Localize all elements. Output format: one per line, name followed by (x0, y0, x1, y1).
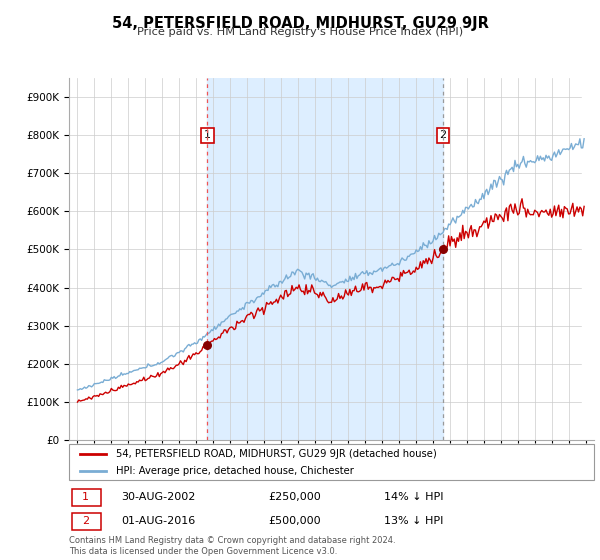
Text: 1: 1 (204, 130, 211, 141)
Text: 54, PETERSFIELD ROAD, MIDHURST, GU29 9JR (detached house): 54, PETERSFIELD ROAD, MIDHURST, GU29 9JR… (116, 449, 437, 459)
Text: Contains HM Land Registry data © Crown copyright and database right 2024.
This d: Contains HM Land Registry data © Crown c… (69, 536, 395, 556)
Text: £500,000: £500,000 (269, 516, 321, 526)
Text: £250,000: £250,000 (269, 492, 321, 502)
FancyBboxPatch shape (71, 489, 101, 506)
Text: 14% ↓ HPI: 14% ↓ HPI (384, 492, 443, 502)
Point (438, 245, 448, 254)
Text: 2: 2 (439, 130, 446, 141)
FancyBboxPatch shape (71, 512, 101, 530)
Text: 2: 2 (82, 516, 89, 526)
Text: Price paid vs. HM Land Registry's House Price Index (HPI): Price paid vs. HM Land Registry's House … (137, 27, 463, 37)
Point (203, 340, 212, 349)
Text: 1: 1 (82, 492, 89, 502)
Bar (582, 78, 594, 440)
Text: 13% ↓ HPI: 13% ↓ HPI (384, 516, 443, 526)
FancyBboxPatch shape (69, 444, 594, 480)
Bar (208, 78, 443, 440)
Text: 54, PETERSFIELD ROAD, MIDHURST, GU29 9JR: 54, PETERSFIELD ROAD, MIDHURST, GU29 9JR (112, 16, 488, 31)
Text: 01-AUG-2016: 01-AUG-2016 (121, 516, 196, 526)
Text: 30-AUG-2002: 30-AUG-2002 (121, 492, 196, 502)
Text: HPI: Average price, detached house, Chichester: HPI: Average price, detached house, Chic… (116, 466, 354, 476)
